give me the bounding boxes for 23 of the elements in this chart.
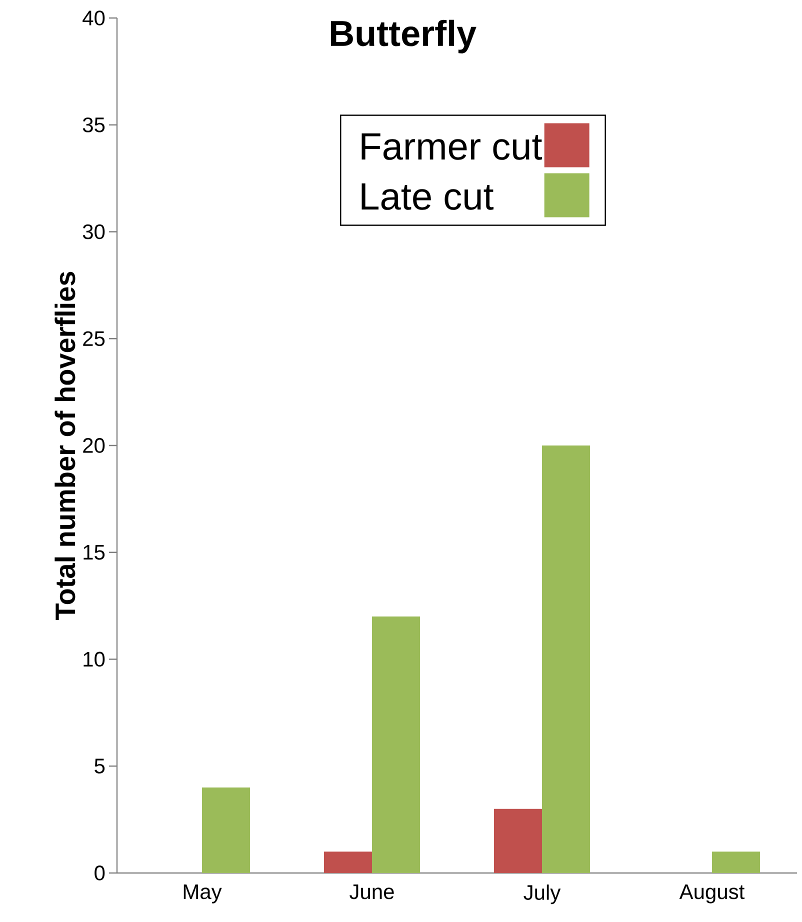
legend-label: Farmer cut — [362, 133, 542, 160]
y-tick-label: 30 — [82, 224, 105, 240]
x-tick-label: June — [350, 884, 394, 900]
y-tick-label: 5 — [94, 758, 105, 774]
y-tick-label: 10 — [84, 652, 105, 667]
y-tick-label: 25 — [83, 331, 105, 346]
x-tick-label: July — [524, 884, 561, 904]
bar — [372, 616, 420, 873]
bar — [324, 852, 372, 873]
x-tick-label: August — [679, 884, 745, 904]
x-tick-label: May — [184, 884, 222, 904]
y-tick-label: 35 — [82, 117, 105, 132]
y-tick-label: 15 — [84, 545, 105, 560]
y-tick-label: 40 — [82, 10, 105, 26]
bar — [542, 446, 590, 873]
chart-title: Butterfly — [331, 20, 476, 54]
bar — [494, 808, 542, 873]
bar — [712, 852, 760, 873]
y-axis-title: Total number of hoverflies — [54, 272, 76, 620]
y-tick-label: 0 — [94, 866, 105, 880]
y-tick-label: 20 — [83, 438, 105, 453]
bar — [202, 787, 250, 873]
legend-label: Late cut — [362, 183, 494, 210]
